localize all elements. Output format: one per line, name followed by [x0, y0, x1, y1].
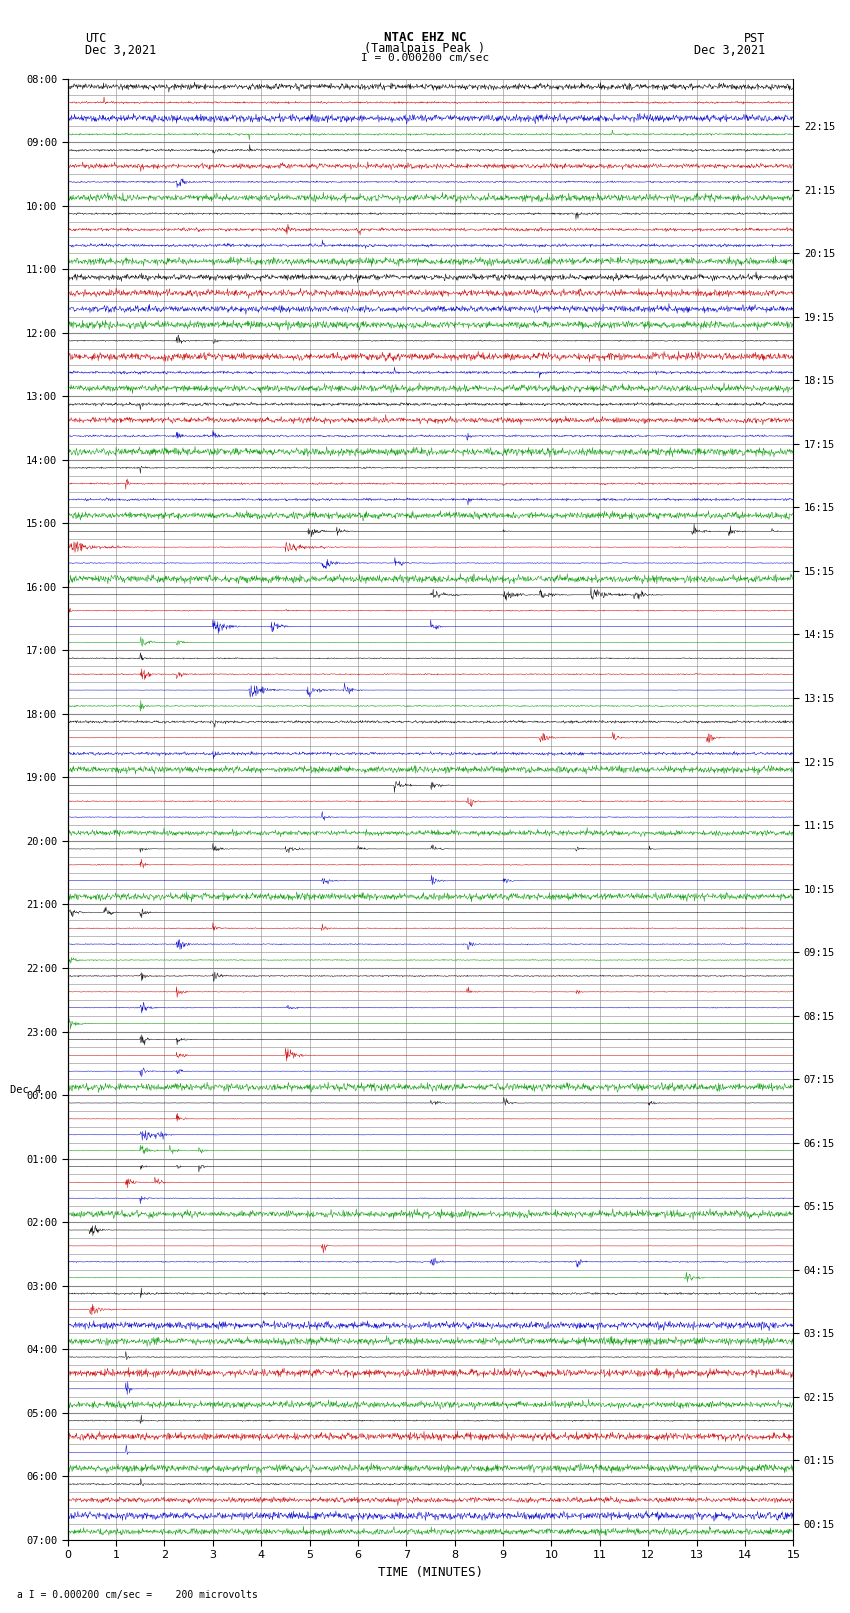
Text: (Tamalpais Peak ): (Tamalpais Peak ): [365, 42, 485, 55]
Text: UTC: UTC: [85, 32, 106, 45]
Text: PST: PST: [744, 32, 765, 45]
Text: a I = 0.000200 cm/sec =    200 microvolts: a I = 0.000200 cm/sec = 200 microvolts: [17, 1590, 258, 1600]
Text: Dec 3,2021: Dec 3,2021: [85, 44, 156, 56]
Text: NTAC EHZ NC: NTAC EHZ NC: [383, 31, 467, 44]
Text: Dec 4: Dec 4: [9, 1086, 41, 1095]
X-axis label: TIME (MINUTES): TIME (MINUTES): [378, 1566, 483, 1579]
Text: I = 0.000200 cm/sec: I = 0.000200 cm/sec: [361, 53, 489, 63]
Text: Dec 3,2021: Dec 3,2021: [694, 44, 765, 56]
